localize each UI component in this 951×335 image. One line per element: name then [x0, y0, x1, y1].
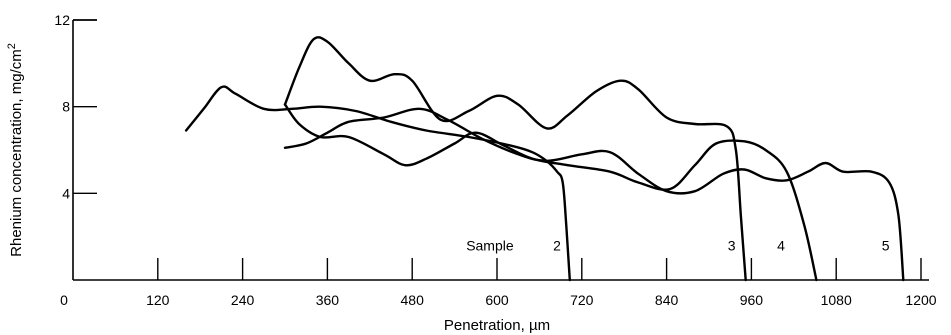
y-tick-label: 12 [54, 12, 70, 28]
x-tick-label: 720 [570, 292, 594, 308]
tick-labels: 0 120 240 360 480 600 720 840 960 1080 1200 4 8 12 [54, 12, 936, 308]
x-tick-label: 960 [740, 292, 764, 308]
x-axis-title: Penetration, µm [444, 317, 550, 334]
x-tick-label: 480 [401, 292, 425, 308]
series-label-4: 4 [777, 237, 785, 253]
curves [184, 36, 905, 282]
series-line-sample-4 [283, 103, 818, 282]
annotations: Sample 2 3 4 5 [466, 237, 890, 253]
y-axis-title: Rhenium concentration, mg/cm2 [6, 43, 25, 257]
x-tick-label: 120 [146, 292, 170, 308]
x-tick-label: 240 [231, 292, 255, 308]
y-tick-label: 8 [62, 99, 70, 115]
y-tick-label: 4 [62, 185, 70, 201]
series-label-3: 3 [728, 237, 736, 253]
x-tick-label: 600 [485, 292, 509, 308]
series-line-sample-3 [283, 36, 747, 282]
series-label-2: 2 [553, 237, 561, 253]
x-tick-label: 1200 [905, 292, 936, 308]
series-line-sample-5 [283, 107, 905, 282]
y-axis-title-superscript: 2 [6, 43, 18, 49]
x-tick-label: 1080 [821, 292, 852, 308]
x-tick-label: 840 [655, 292, 679, 308]
sample-annotation: Sample [466, 237, 514, 253]
x-tick-label: 0 [60, 292, 68, 308]
x-tick-label: 360 [316, 292, 340, 308]
ticks [73, 19, 922, 280]
y-axis-title-text: Rhenium concentration, mg/cm [8, 49, 25, 257]
series-line-sample-2 [184, 85, 571, 282]
series-label-5: 5 [882, 237, 890, 253]
